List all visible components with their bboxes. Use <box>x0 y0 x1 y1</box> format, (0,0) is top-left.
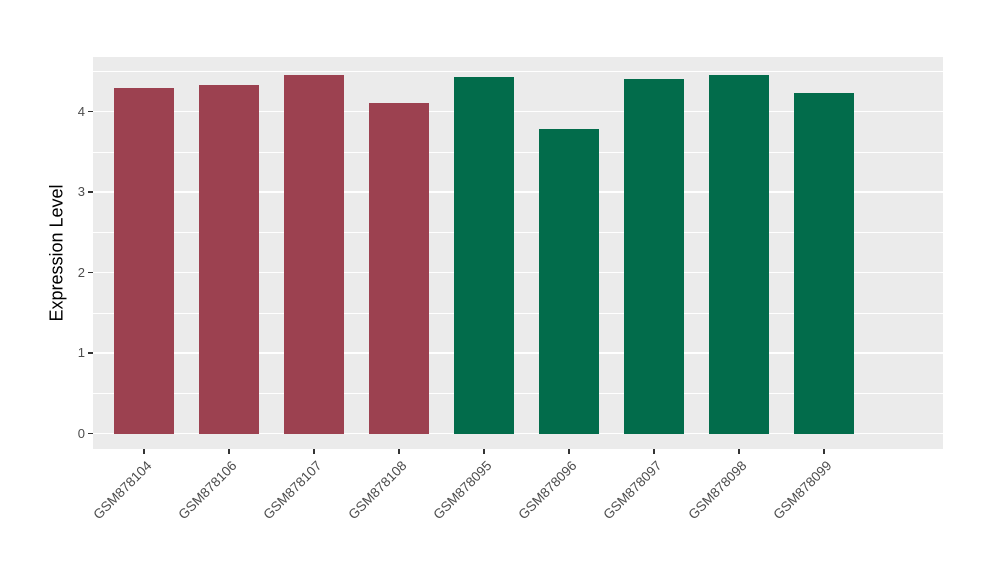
y-axis-title: Expression Level <box>46 184 67 322</box>
major-gridline <box>93 432 943 435</box>
y-tick-mark <box>88 271 93 274</box>
x-tick-mark <box>738 449 740 454</box>
x-tick-mark <box>143 449 145 454</box>
y-tick-mark <box>88 432 93 435</box>
minor-gridline <box>93 312 943 314</box>
bar-GSM878099 <box>794 93 854 434</box>
major-gridline <box>93 110 943 113</box>
bar-GSM878096 <box>539 128 599 434</box>
x-tick-mark <box>483 449 485 454</box>
bar-GSM878107 <box>284 74 344 434</box>
y-tick-label: 1 <box>77 345 85 361</box>
bar-GSM878097 <box>624 78 684 434</box>
minor-gridline <box>93 71 943 72</box>
y-tick-mark <box>88 110 93 113</box>
x-tick-mark <box>653 449 655 454</box>
x-tick-mark <box>398 449 400 454</box>
x-tick-mark <box>568 449 570 454</box>
y-tick-label: 0 <box>77 425 85 441</box>
y-tick-mark <box>88 352 93 354</box>
bar-GSM878095 <box>454 77 514 434</box>
bar-GSM878106 <box>199 85 259 434</box>
x-tick-mark <box>823 449 825 454</box>
minor-gridline <box>93 232 943 233</box>
bar-GSM878108 <box>369 102 429 434</box>
bar-GSM878104 <box>114 88 174 434</box>
y-tick-label: 4 <box>77 103 85 119</box>
major-gridline <box>93 191 943 193</box>
minor-gridline <box>93 151 943 153</box>
bar-GSM878098 <box>709 74 769 434</box>
y-tick-mark <box>88 191 93 193</box>
x-tick-mark <box>313 449 315 454</box>
x-tick-mark <box>228 449 230 454</box>
major-gridline <box>93 352 943 354</box>
minor-gridline <box>93 393 943 394</box>
y-tick-label: 3 <box>77 184 85 200</box>
plot-panel <box>93 57 943 449</box>
y-tick-label: 2 <box>77 264 85 280</box>
major-gridline <box>93 271 943 274</box>
